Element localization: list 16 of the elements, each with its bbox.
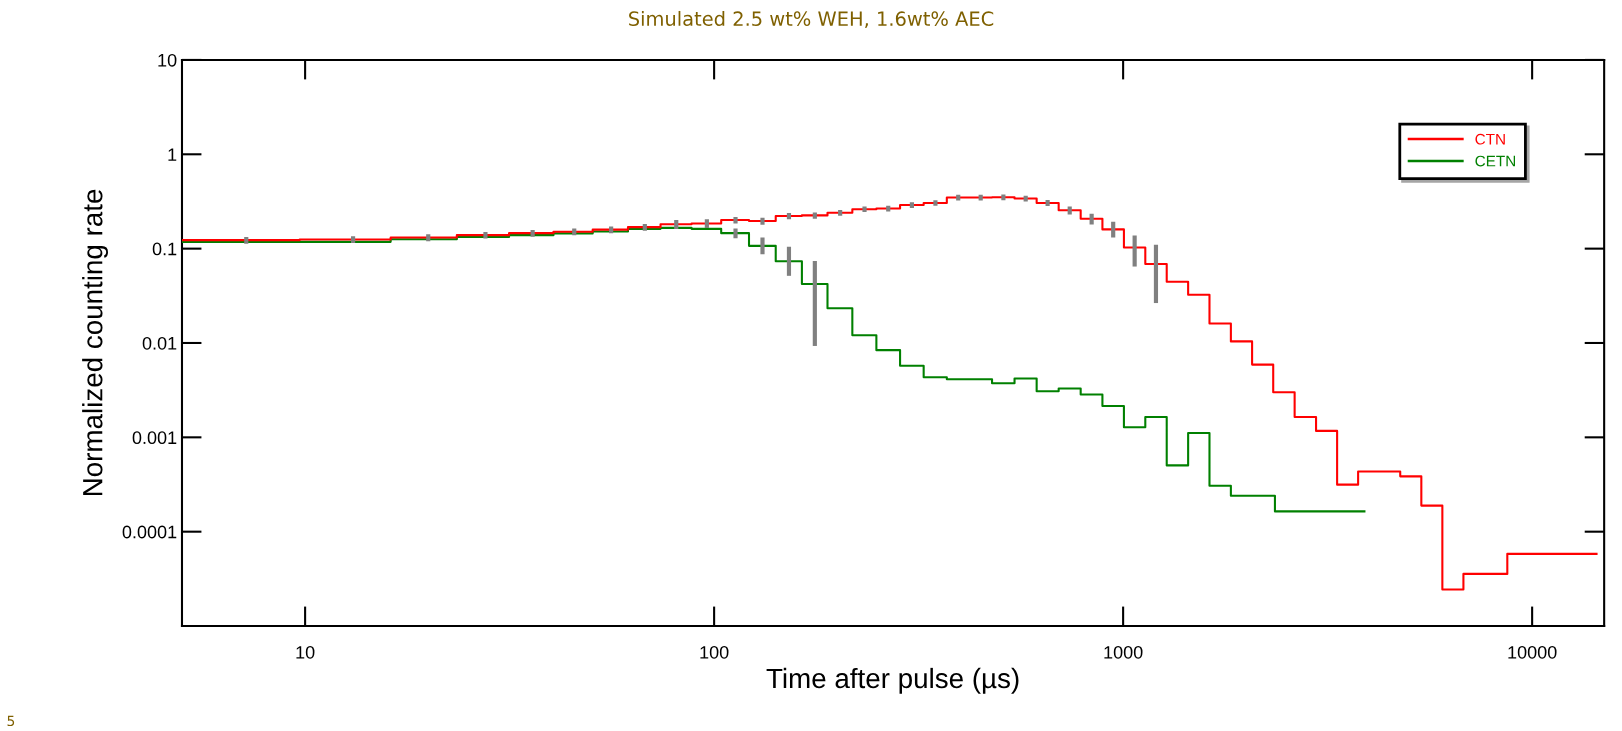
y-tick-label: 1 [168,148,177,161]
legend-label: CTN [1475,133,1505,145]
x-tick-label: 10000 [1508,645,1557,659]
y-tick-label: 0.1 [152,242,177,256]
x-axis-title: Time after pulse (µs) [766,667,1019,694]
x-tick-label: 10 [296,645,315,659]
y-axis-title: Normalized counting rate [82,189,109,496]
y-tick-label: 10 [158,53,177,67]
y-tick-label: 0.01 [142,336,177,350]
y-tick-label: 0.0001 [122,525,177,539]
chart-title: Simulated 2.5 wt% WEH, 1.6wt% AEC [629,10,994,28]
legend-label: CETN [1475,155,1515,167]
x-tick-label: 1000 [1104,645,1143,659]
y-tick-label: 0.001 [132,431,177,445]
x-tick-label: 100 [700,645,729,659]
text: 5 [7,715,15,727]
